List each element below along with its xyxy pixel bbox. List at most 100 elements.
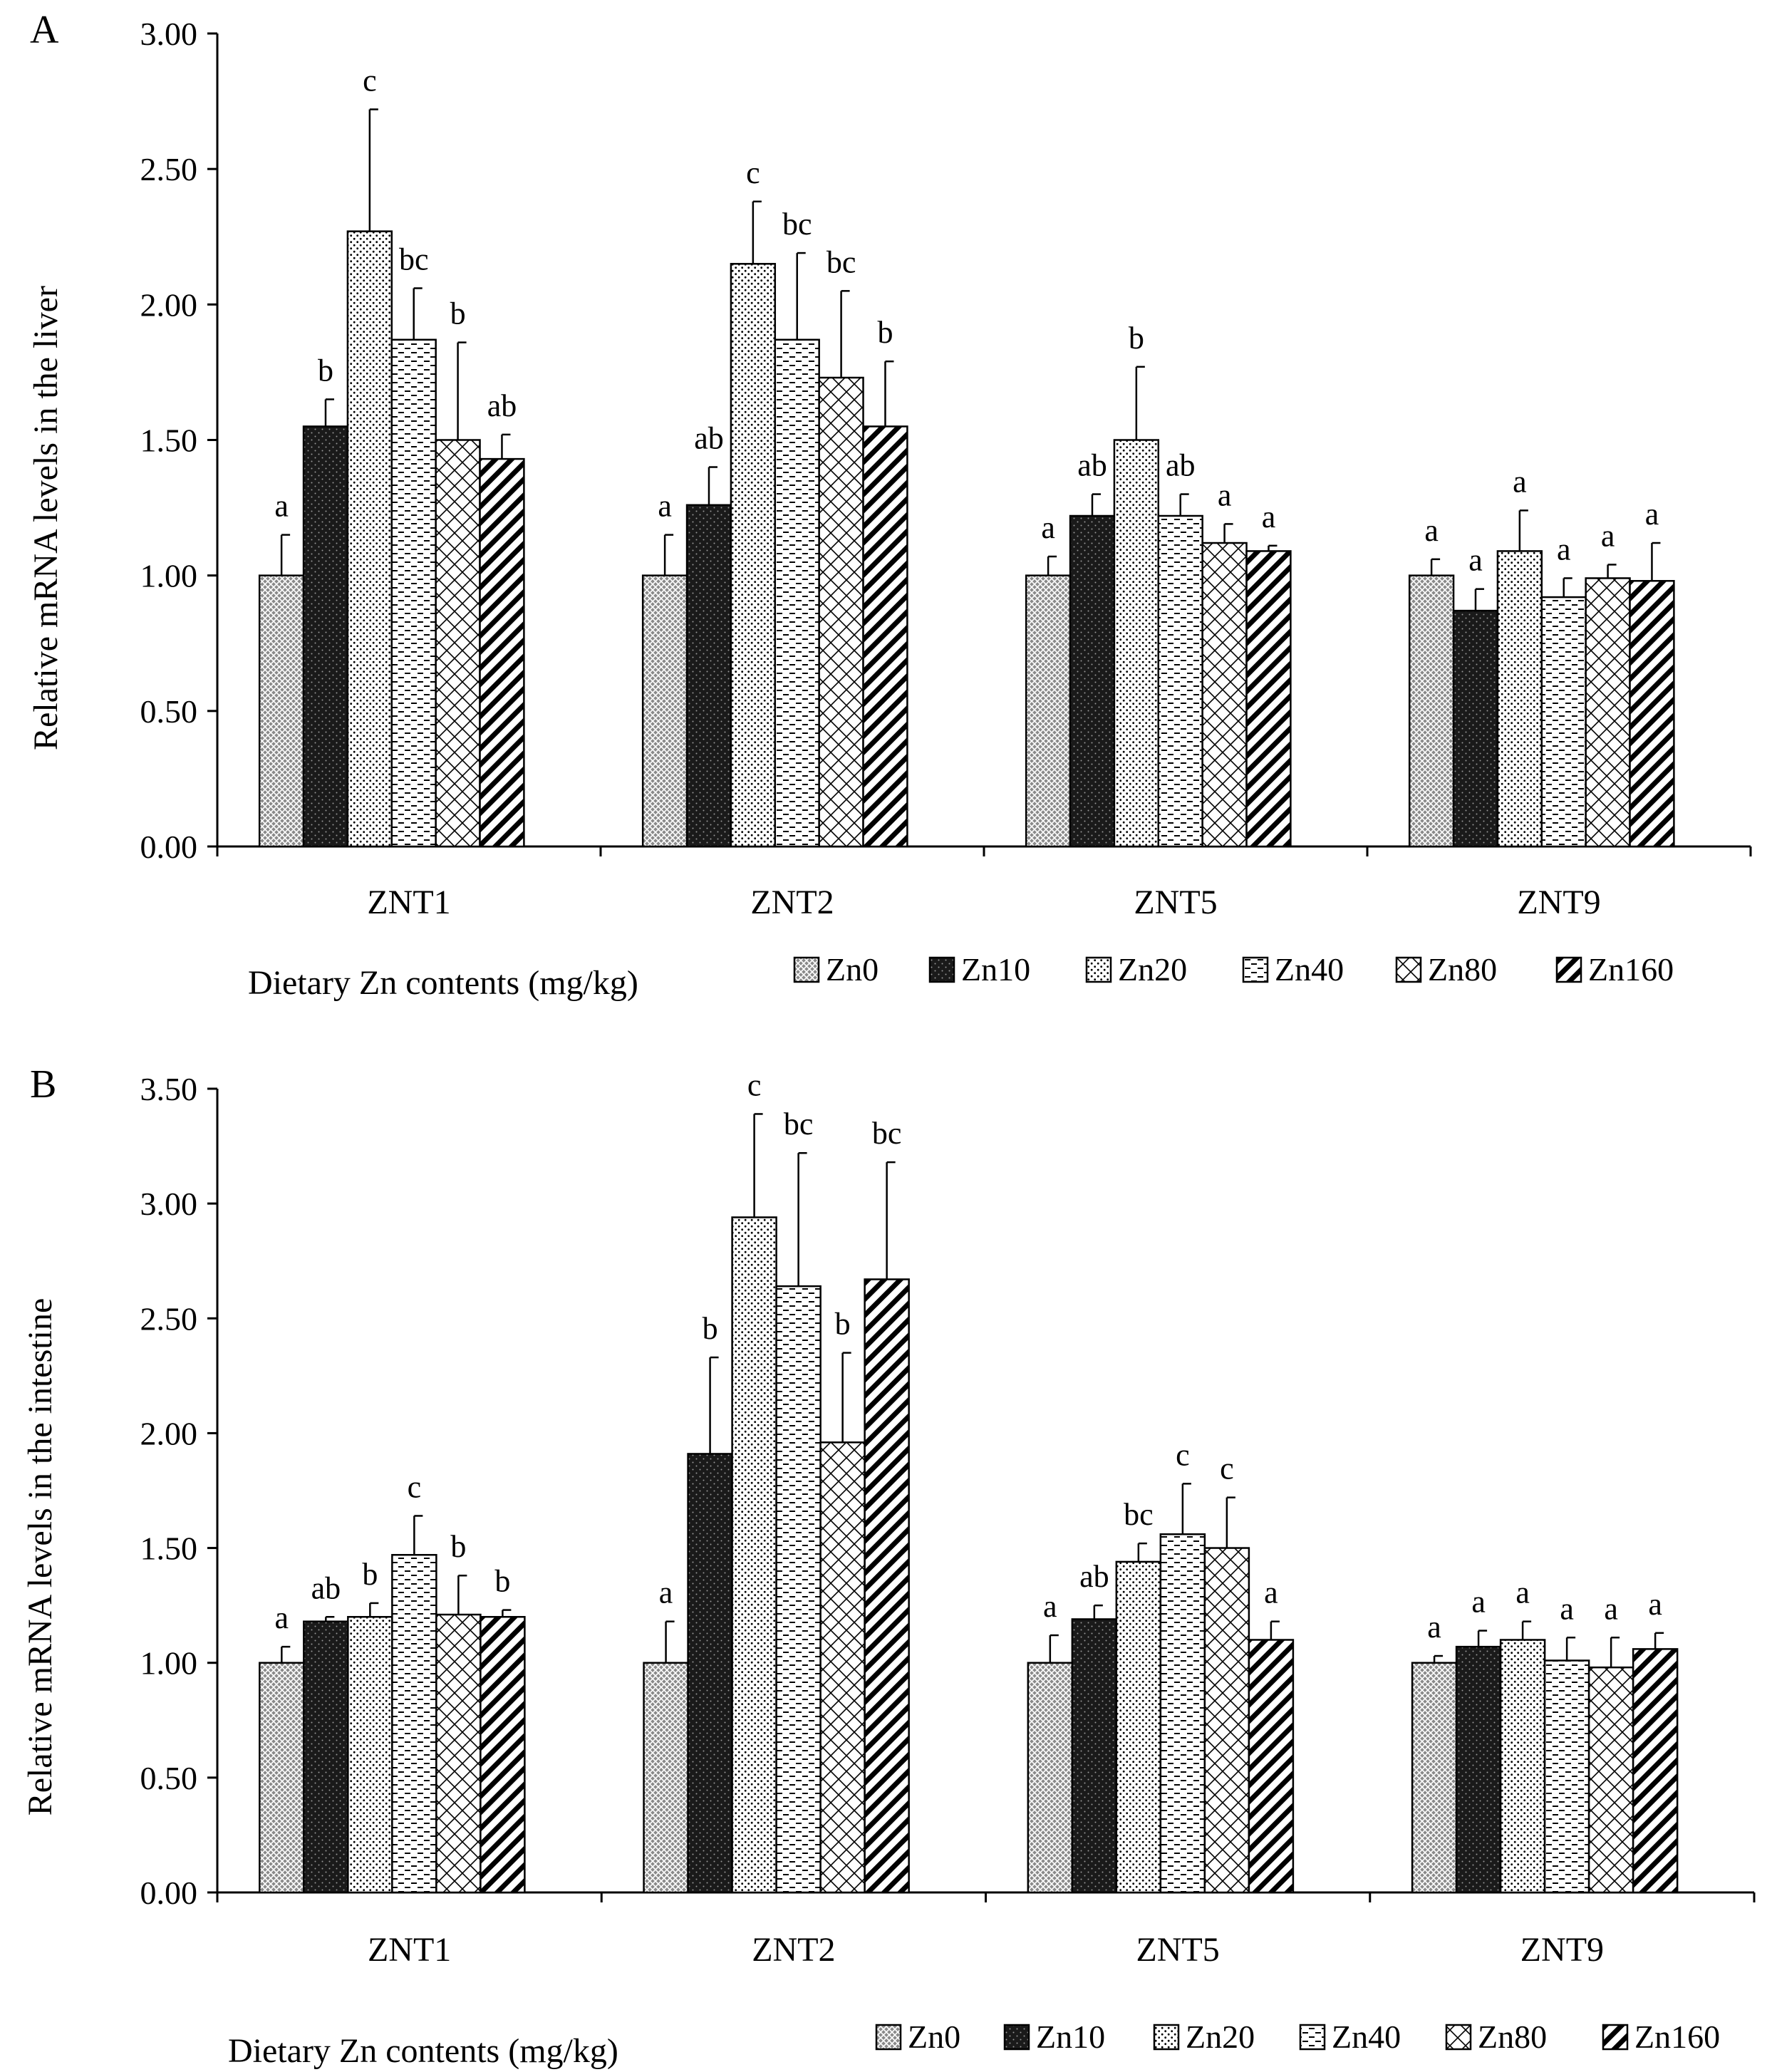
significance-label: ab — [1079, 1559, 1109, 1594]
bar-zn40-znt1 — [390, 338, 437, 848]
bar-zn20-znt2 — [731, 1216, 777, 1894]
y-tick-label: 0.50 — [140, 1760, 198, 1796]
y-tick-label: 2.50 — [140, 151, 198, 187]
panel-a-legend: Zn0 Zn10 Zn20 Zn40 Zn80 Zn160 — [793, 951, 1674, 988]
panel-a-ylabel: Relative mRNA levels in the liver — [27, 286, 65, 750]
bar-zn160-znt1 — [479, 457, 525, 848]
bar-zn0-znt5 — [1027, 1662, 1074, 1894]
legend-label-zn0: Zn0 — [908, 2019, 960, 2055]
significance-label: c — [746, 155, 760, 190]
bar-zn10-znt2 — [687, 1453, 733, 1894]
bar-zn40-znt5 — [1159, 1533, 1206, 1894]
bar-zn20-znt9 — [1496, 550, 1543, 848]
bar-zn10-znt2 — [685, 504, 732, 848]
legend-swatch-zn20 — [1085, 956, 1112, 983]
significance-label: a — [1471, 1585, 1486, 1620]
bar-zn40-znt9 — [1540, 596, 1587, 848]
legend-label-zn160: Zn160 — [1588, 951, 1674, 988]
significance-label: c — [1176, 1437, 1190, 1472]
bar-zn10-znt1 — [303, 1620, 349, 1894]
bar-zn80-znt9 — [1585, 577, 1631, 848]
bar-zn0-znt1 — [258, 574, 305, 848]
significance-label: a — [1218, 477, 1232, 512]
legend-swatch-zn80 — [1395, 956, 1422, 983]
y-tick-label: 0.50 — [140, 693, 198, 730]
significance-label: a — [1264, 1575, 1278, 1610]
panel-b-chart: B Relative mRNA levels in the intestine … — [21, 1062, 1756, 2070]
legend-label-zn20: Zn20 — [1118, 951, 1187, 988]
bar-zn20-znt1 — [347, 1616, 393, 1894]
significance-label: a — [1648, 1587, 1662, 1622]
legend-swatch-zn20 — [1153, 2024, 1180, 2051]
legend-label-zn40: Zn40 — [1275, 951, 1344, 988]
significance-label: b — [703, 1311, 718, 1346]
significance-label: b — [494, 1564, 510, 1599]
bar-zn0-znt9 — [1408, 574, 1455, 848]
bar-zn160-znt5 — [1248, 1639, 1295, 1894]
panel-a-xlabel: Dietary Zn contents (mg/kg) — [248, 964, 638, 1002]
bar-zn10-znt9 — [1452, 609, 1499, 848]
bar-zn160-znt2 — [862, 425, 908, 848]
x-category-label: ZNT5 — [1134, 884, 1217, 921]
bar-zn160-znt2 — [864, 1278, 910, 1894]
bar-zn20-znt9 — [1499, 1639, 1546, 1894]
bar-zn40-znt2 — [775, 1285, 822, 1894]
significance-label: a — [1645, 497, 1659, 532]
significance-label: bc — [1124, 1497, 1154, 1532]
legend-label-zn0: Zn0 — [826, 951, 879, 988]
bar-zn20-znt1 — [346, 230, 393, 848]
x-category-label: ZNT2 — [752, 1931, 835, 1969]
x-category-label: ZNT9 — [1520, 1931, 1604, 1969]
significance-label: a — [659, 1575, 673, 1610]
y-tick-label: 0.00 — [140, 829, 198, 865]
significance-label: a — [1513, 464, 1527, 499]
bar-zn80-znt5 — [1201, 542, 1248, 848]
x-category-label: ZNT2 — [750, 884, 834, 921]
y-tick-label: 3.00 — [140, 16, 198, 52]
significance-label: a — [1041, 510, 1055, 545]
x-category-label: ZNT1 — [368, 1931, 451, 1969]
significance-label: c — [1220, 1451, 1234, 1486]
bar-zn80-znt1 — [435, 1613, 482, 1894]
significance-label: a — [1262, 499, 1276, 534]
panel-b-letter: B — [30, 1062, 56, 1107]
bar-zn80-znt9 — [1587, 1666, 1634, 1894]
significance-label: b — [877, 315, 893, 350]
panel-b-ylabel: Relative mRNA levels in the intestine — [21, 1298, 59, 1816]
legend-swatch-zn10 — [928, 956, 955, 983]
y-tick-label: 2.50 — [140, 1300, 198, 1337]
significance-label: bc — [826, 244, 856, 279]
legend-label-zn10: Zn10 — [1036, 2019, 1105, 2055]
significance-label: a — [1043, 1589, 1057, 1624]
bar-zn0-znt5 — [1025, 574, 1072, 848]
significance-label: c — [363, 63, 377, 98]
significance-label: a — [658, 489, 672, 524]
significance-label: c — [408, 1469, 422, 1504]
legend-label-zn80: Zn80 — [1478, 2019, 1547, 2055]
significance-label: a — [1427, 1610, 1441, 1644]
x-category-label: ZNT5 — [1136, 1931, 1219, 1969]
x-category-label: ZNT1 — [367, 884, 450, 921]
legend-label-zn20: Zn20 — [1186, 2019, 1255, 2055]
x-category-label: ZNT9 — [1517, 884, 1600, 921]
significance-label: bc — [784, 1107, 814, 1141]
bar-zn160-znt9 — [1632, 1648, 1679, 1894]
legend-label-zn40: Zn40 — [1332, 2019, 1401, 2055]
y-tick-label: 0.00 — [140, 1875, 198, 1911]
significance-label: a — [1560, 1591, 1574, 1626]
bar-zn40-znt5 — [1157, 514, 1203, 848]
significance-label: a — [1557, 532, 1571, 566]
bar-zn20-znt2 — [730, 263, 777, 848]
bar-zn20-znt5 — [1113, 439, 1160, 848]
panel-b-xlabel: Dietary Zn contents (mg/kg) — [228, 2032, 618, 2070]
panel-a-plot: 0.000.501.001.502.002.503.00ZNT1abcbcbab… — [140, 16, 1752, 921]
legend-label-zn10: Zn10 — [961, 951, 1030, 988]
bar-zn80-znt2 — [819, 1441, 866, 1894]
bar-zn0-znt9 — [1411, 1662, 1458, 1894]
bar-zn10-znt5 — [1069, 514, 1116, 848]
bar-zn160-znt9 — [1629, 580, 1675, 848]
significance-label: a — [274, 489, 289, 524]
significance-label: b — [450, 296, 466, 331]
